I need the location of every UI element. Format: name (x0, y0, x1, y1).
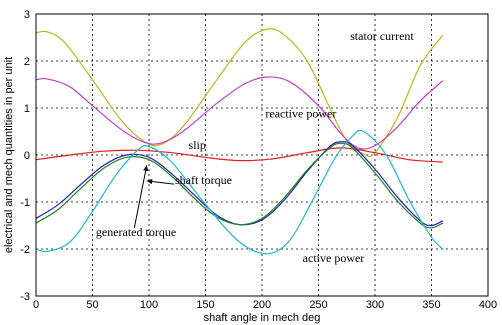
x-tick-label: 50 (86, 299, 98, 311)
gridlines (36, 14, 488, 296)
annotation-slip: slip (189, 138, 206, 152)
x-tick-label: 0 (33, 299, 39, 311)
y-tick-label: 0 (24, 150, 30, 162)
x-tick-label: 200 (253, 299, 271, 311)
y-tick-label: -3 (20, 291, 30, 303)
x-tick-label: 150 (196, 299, 214, 311)
series-line-reactive-power (35, 76, 444, 150)
annotation-arrows (133, 165, 174, 228)
y-tick-label: 3 (24, 9, 30, 21)
x-tick-label: 250 (309, 299, 327, 311)
x-tick-labels: 0 50 100 150 200 250 300 350 400 (33, 299, 497, 311)
annotation-reactive-power: reactive power (265, 106, 336, 120)
annotation-active-power: active power (303, 251, 365, 265)
x-tick-label: 300 (366, 299, 384, 311)
annotation-stator-current: stator current (350, 29, 414, 43)
generated-torque-arrow (133, 165, 149, 228)
y-tick-labels: -3 -2 -1 0 1 2 3 (20, 9, 30, 303)
annotations: stator current reactive power slip shaft to… (96, 29, 415, 265)
series-line-slip (35, 147, 443, 163)
series-line-active-power (35, 129, 444, 255)
x-tick-label: 100 (140, 299, 158, 311)
series-line-generated-torque (35, 142, 444, 229)
series-line-stator-current (35, 28, 444, 157)
y-tick-label: 2 (24, 56, 30, 68)
x-axis-label: shaft angle in mech deg (204, 312, 321, 324)
y-tick-label: -1 (20, 197, 30, 209)
y-tick-label: 1 (24, 103, 30, 115)
y-axis-label: electrical and mech quantities in per un… (3, 57, 15, 253)
x-tick-label: 400 (479, 299, 497, 311)
x-tick-label: 350 (422, 299, 440, 311)
series-line-shaft-torque (35, 141, 444, 227)
annotation-shaft-torque: shaft torque (175, 173, 232, 187)
shaft-torque-arrow (146, 178, 174, 185)
plot-frame (35, 13, 489, 297)
annotation-generated-torque: generated torque (96, 225, 176, 239)
y-tick-label: -2 (20, 244, 30, 256)
series-lines (35, 28, 444, 255)
